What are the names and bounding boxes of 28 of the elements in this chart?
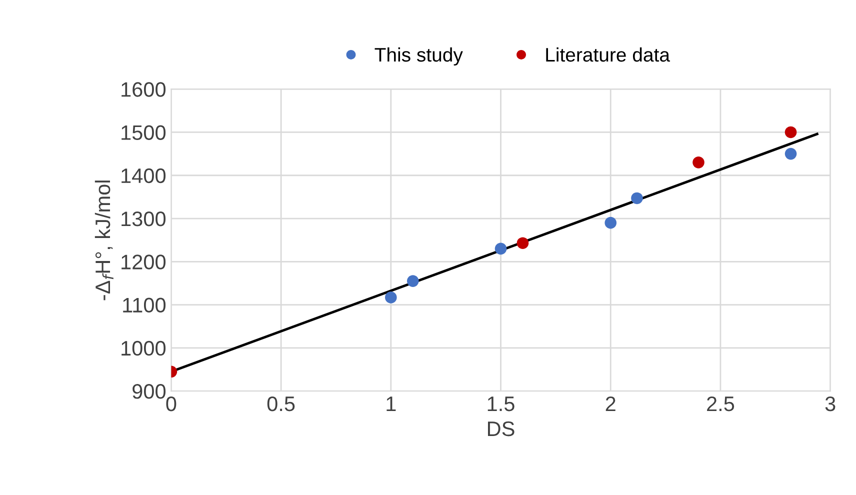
point	[494, 242, 507, 255]
point	[604, 216, 617, 229]
y-tick-label: 1500	[122, 125, 166, 140]
y-tick-label: 1400	[122, 168, 166, 184]
y-tick-label: 1200	[122, 254, 166, 270]
point	[784, 126, 797, 138]
y-tick-label: 1100	[123, 298, 166, 313]
point	[784, 148, 797, 160]
y-tick-label: 1600	[122, 82, 166, 97]
x-tick-label: 1.5	[488, 396, 514, 412]
y-tick-label: 1300	[122, 212, 166, 226]
x-tick-label: 0	[166, 396, 176, 412]
x-tick-label: 0.5	[267, 396, 295, 412]
point	[406, 275, 419, 287]
y-tick-label: 900	[132, 384, 166, 399]
point	[692, 156, 704, 168]
point	[385, 292, 397, 304]
x-tick-label: 2	[606, 396, 616, 412]
point	[631, 192, 643, 204]
legend-label: Literature data	[546, 47, 670, 62]
point	[516, 237, 529, 249]
x-axis-title: DS	[488, 421, 514, 436]
x-tick-label: 2.5	[707, 396, 734, 412]
x-tick-label: 3	[825, 396, 836, 412]
y-axis-title: -Δ$_{f}$H°, kJ/mol	[94, 180, 114, 300]
x-tick-label: 1	[386, 396, 396, 412]
y-tick-label: 1000	[122, 340, 166, 356]
legend-label: This study	[374, 47, 463, 66]
